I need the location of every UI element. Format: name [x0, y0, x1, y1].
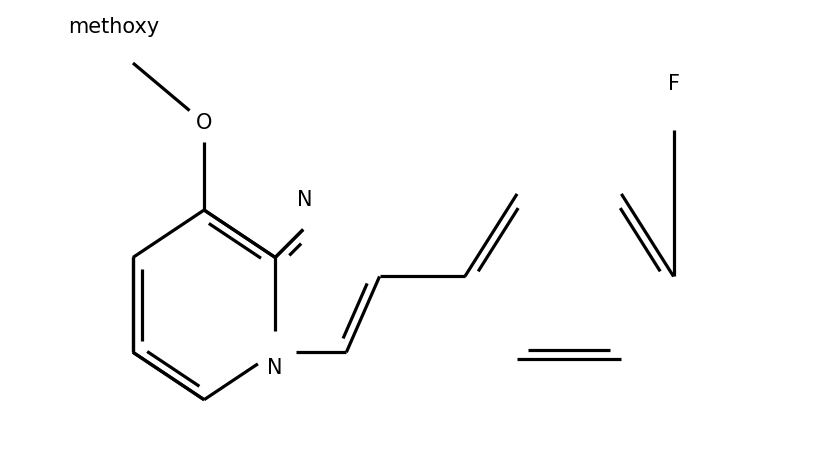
Text: methoxy: methoxy: [69, 17, 160, 38]
Text: F: F: [667, 74, 680, 94]
Text: O: O: [196, 113, 212, 133]
Text: N: N: [297, 190, 313, 210]
Text: N: N: [268, 358, 283, 378]
